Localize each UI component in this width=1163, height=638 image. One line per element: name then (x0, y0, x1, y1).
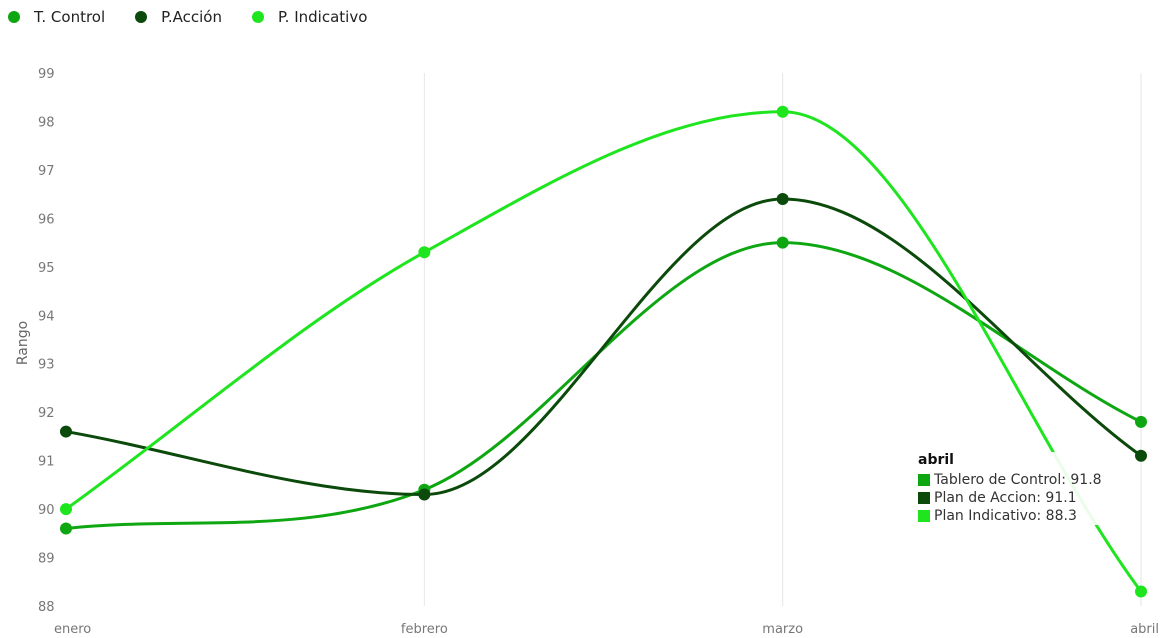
grid-lines (423, 73, 1142, 606)
legend-item-3[interactable]: P. Indicativo (251, 8, 368, 26)
legend: T. Control P.Acción P. Indicativo (8, 6, 397, 28)
data-point-2-abril[interactable] (1135, 449, 1147, 462)
y-tick-label: 96 (38, 212, 55, 227)
tooltip-rows: Tablero de Control: 91.8 Plan de Accion: … (918, 471, 1102, 525)
legend-dot-icon (135, 11, 148, 23)
series-group (60, 105, 1147, 598)
tooltip-swatch-icon (918, 492, 930, 504)
series-line-1 (65, 241, 1142, 530)
legend-label: P. Indicativo (277, 8, 368, 26)
y-tick-label: 89 (38, 552, 55, 567)
data-point-2-marzo[interactable] (776, 192, 789, 205)
data-point-1-abril[interactable] (1135, 415, 1147, 428)
x-tick-label-febrero: febrero (401, 622, 448, 637)
data-point-1-enero[interactable] (60, 522, 72, 535)
tooltip-title: abril (918, 452, 954, 468)
y-tick-label: 91 (38, 455, 55, 470)
y-tick-label: 99 (38, 67, 55, 82)
tooltip: abril Tablero de Control: 91.8 Plan de Ac… (918, 452, 1102, 525)
y-tick-label: 93 (38, 358, 55, 373)
tooltip-row-2: Plan de Accion: 91.1 (918, 489, 1102, 507)
y-axis-title: Rango (15, 321, 31, 365)
tooltip-row-label: Plan de Accion: 91.1 (934, 490, 1077, 506)
x-tick-label-abril: abril (1130, 622, 1159, 637)
tooltip-swatch-icon (918, 474, 930, 486)
data-point-3-enero[interactable] (60, 503, 72, 516)
tooltip-row-label: Plan Indicativo: 88.3 (934, 508, 1077, 524)
legend-dot-icon (8, 11, 20, 23)
y-tick-label: 92 (38, 406, 55, 421)
x-tick-label-marzo: marzo (762, 622, 803, 637)
y-tick-label: 95 (38, 261, 55, 276)
data-point-2-febrero[interactable] (418, 488, 431, 501)
series-line-2 (65, 197, 1142, 497)
tooltip-row-label: Tablero de Control: 91.8 (934, 472, 1102, 488)
data-point-2-enero[interactable] (60, 425, 72, 438)
data-point-3-febrero[interactable] (418, 246, 431, 259)
data-point-3-abril[interactable] (1135, 585, 1147, 598)
series-line-3 (65, 110, 1143, 593)
y-tick-label: 88 (38, 600, 55, 615)
tooltip-swatch-icon (918, 510, 930, 522)
tooltip-row-1: Tablero de Control: 91.8 (918, 471, 1102, 489)
legend-item-2[interactable]: P.Acción (135, 8, 222, 26)
tooltip-row-3: Plan Indicativo: 88.3 (918, 507, 1102, 525)
y-axis: 88 89 90 91 92 93 94 95 96 97 98 99 (38, 67, 55, 615)
legend-dot-icon (251, 11, 264, 23)
x-tick-label-enero: enero (54, 622, 91, 637)
legend-label: T. Control (34, 8, 106, 26)
data-point-1-marzo[interactable] (776, 236, 789, 249)
legend-item-1[interactable]: T. Control (8, 8, 105, 26)
y-tick-label: 98 (38, 115, 55, 130)
y-tick-label: 97 (38, 164, 55, 179)
data-point-3-marzo[interactable] (776, 105, 789, 118)
y-tick-label: 94 (38, 309, 55, 324)
legend-label: P.Acción (161, 8, 222, 26)
y-tick-label: 90 (38, 503, 55, 518)
x-axis: enero febrero marzo abril (54, 622, 1159, 637)
